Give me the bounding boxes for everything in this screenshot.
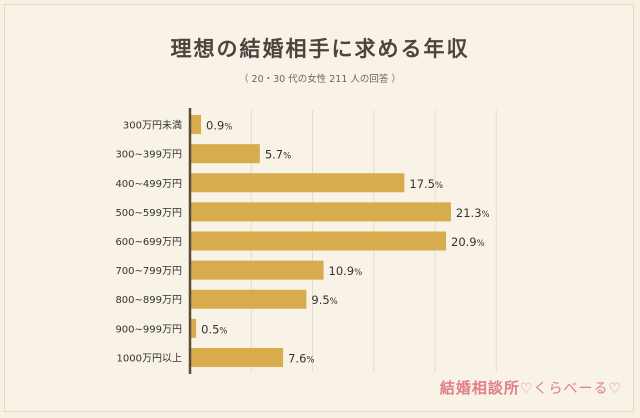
bar <box>190 173 405 193</box>
data-label-value: 10.9 <box>329 264 355 278</box>
chart-title: 理想の結婚相手に求める年収 <box>170 37 470 61</box>
data-label: 5.7% <box>265 148 291 162</box>
bar <box>190 318 197 338</box>
data-label: 9.5% <box>311 293 337 307</box>
bar <box>190 115 202 135</box>
category-label: 1000万円以上 <box>117 352 182 364</box>
data-label-unit: % <box>219 326 227 336</box>
data-label: 7.6% <box>288 351 314 365</box>
data-label-value: 0.9 <box>206 119 224 133</box>
data-label-value: 21.3 <box>456 206 482 220</box>
chart-subtitle: （ 20・30 代の女性 211 人の回答 ） <box>239 74 401 85</box>
category-label: 500~599万円 <box>115 208 182 219</box>
category-label: 600~699万円 <box>115 237 182 248</box>
data-label-unit: % <box>477 239 485 249</box>
bar <box>190 289 307 309</box>
data-label-value: 17.5 <box>409 177 435 191</box>
data-label-unit: % <box>354 268 362 278</box>
data-label: 0.5% <box>201 322 227 336</box>
data-label-unit: % <box>306 355 314 365</box>
bar <box>190 231 447 251</box>
brand-name: 結婚相談所 <box>439 379 520 397</box>
data-label: 10.9% <box>329 264 363 278</box>
data-label-value: 7.6 <box>288 351 306 365</box>
category-label: 300万円未満 <box>123 120 182 132</box>
category-label: 700~799万円 <box>115 266 182 277</box>
data-label-value: 5.7 <box>265 148 283 162</box>
data-label: 20.9% <box>451 235 485 249</box>
bar <box>190 347 284 367</box>
category-label: 800~899万円 <box>115 295 182 306</box>
data-label-value: 9.5 <box>311 293 329 307</box>
data-label-value: 20.9 <box>451 235 477 249</box>
data-label-unit: % <box>283 152 291 162</box>
bar <box>190 260 324 280</box>
category-label: 900~999万円 <box>115 324 182 335</box>
data-label: 21.3% <box>456 206 490 220</box>
category-label: 300~399万円 <box>115 150 182 161</box>
data-label-unit: % <box>330 297 338 307</box>
data-label-value: 0.5 <box>201 322 219 336</box>
data-label-unit: % <box>435 181 443 191</box>
data-label-unit: % <box>482 210 490 220</box>
brand-sub: ♡くらべーる♡ <box>519 381 622 397</box>
brand-logo: 結婚相談所♡くらべーる♡ <box>440 377 622 398</box>
bar <box>190 202 451 222</box>
bar <box>190 144 260 164</box>
data-label: 0.9% <box>206 119 232 133</box>
category-label: 400~499万円 <box>115 179 182 190</box>
data-label: 17.5% <box>409 177 443 191</box>
data-label-unit: % <box>224 123 232 133</box>
